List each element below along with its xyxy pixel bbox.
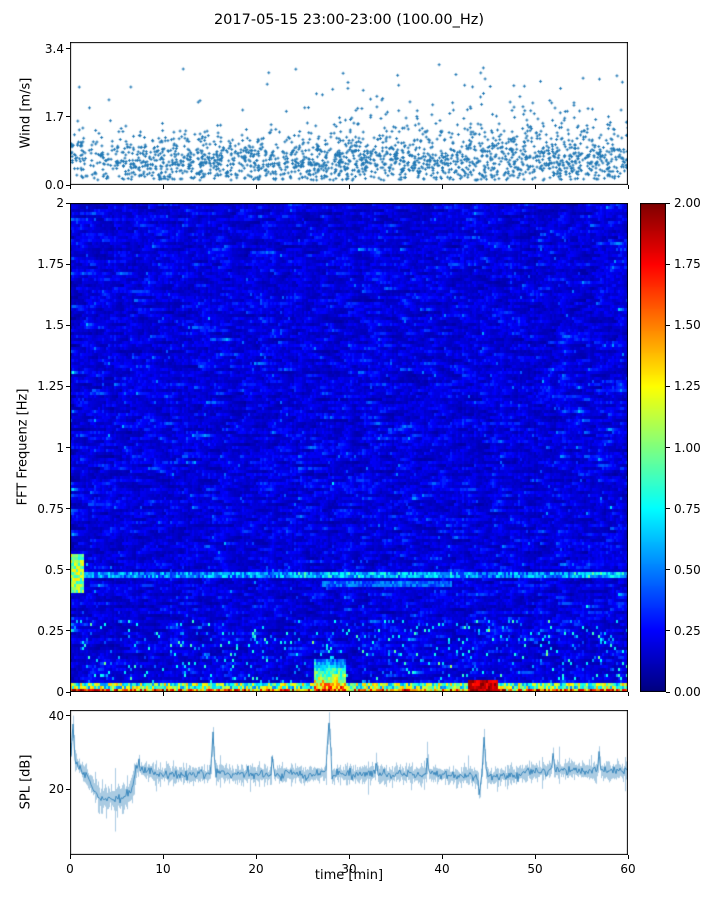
y-tick-mark [66,116,70,118]
colorbar-canvas [640,203,666,692]
x-tick-mark [348,692,350,696]
colorbar-tick-mark [666,630,670,632]
x-tick-mark [162,855,164,859]
colorbar-tick-mark [666,202,670,204]
y-tick-mark [66,324,70,326]
colorbar-tick-mark [666,263,670,265]
x-tick-mark [162,692,164,696]
y-tick-label: 0.75 [37,501,64,516]
x-tick-mark [534,692,536,696]
y-tick-mark [66,715,70,717]
colorbar-tick-mark [666,691,670,693]
x-tick-label: 0 [66,862,74,876]
y-tick-label: 0 [56,685,64,699]
x-tick-mark [627,692,629,696]
x-tick-mark [69,855,71,859]
y-tick-label: 40 [48,708,64,723]
x-tick-mark [441,185,443,189]
y-tick-mark [66,569,70,571]
colorbar-tick-label: 1.25 [674,379,701,394]
x-tick-mark [534,855,536,859]
y-tick-mark [66,184,70,186]
colorbar-tick-mark [666,508,670,510]
y-tick-label: 1 [56,440,64,455]
y-tick-label: 0.0 [44,178,64,192]
colorbar-tick-label: 1.00 [674,440,701,455]
x-tick-label: 20 [248,862,264,876]
x-tick-label: 60 [620,862,636,876]
wind-scatter-canvas [70,42,628,185]
x-tick-mark [348,855,350,859]
x-tick-label: 10 [155,862,171,876]
y-tick-label: 1.75 [37,257,64,272]
spectrogram-canvas [70,203,628,692]
y-tick-label: 20 [48,782,64,797]
colorbar-tick-mark [666,324,670,326]
colorbar-tick-label: 0.75 [674,501,701,516]
spl-line-canvas [70,710,628,855]
colorbar-tick-label: 0.50 [674,562,701,577]
colorbar-tick-label: 2.00 [674,196,701,210]
y-tick-mark [66,202,70,204]
colorbar-tick-label: 0.00 [674,685,701,699]
colorbar-tick-mark [666,447,670,448]
x-tick-mark [69,185,71,189]
x-tick-mark [69,692,71,696]
figure-title: 2017-05-15 23:00-23:00 (100.00_Hz) [213,12,485,28]
colorbar-tick-label: 1.50 [674,318,701,333]
x-tick-mark [441,692,443,696]
x-tick-mark [162,185,164,189]
colorbar-tick-mark [666,569,670,571]
y-tick-mark [66,788,70,790]
x-tick-mark [441,855,443,859]
y-tick-label: 1.5 [44,318,64,333]
x-tick-label: 50 [527,862,543,876]
x-tick-label: 30 [341,862,357,876]
x-tick-mark [348,185,350,189]
y-tick-mark [66,691,70,693]
y-tick-label: 0.5 [44,562,64,577]
time-xlabel: time [min] [314,868,384,883]
y-tick-label: 0.25 [37,623,64,638]
x-tick-mark [627,855,629,859]
y-tick-label: 1.7 [44,109,64,124]
y-tick-label: 3.4 [44,41,64,56]
colorbar-tick-mark [666,385,670,387]
x-tick-label: 40 [434,862,450,876]
y-tick-mark [66,48,70,50]
y-tick-label: 1.25 [37,379,64,394]
y-tick-mark [66,263,70,265]
y-tick-mark [66,385,70,387]
x-tick-mark [255,185,257,189]
x-tick-mark [534,185,536,189]
y-tick-label: 2 [56,196,64,210]
y-tick-mark [66,508,70,510]
colorbar-tick-label: 1.75 [674,257,701,272]
x-tick-mark [255,692,257,696]
x-tick-mark [627,185,629,189]
colorbar-tick-label: 0.25 [674,623,701,638]
x-tick-mark [255,855,257,859]
y-tick-mark [66,630,70,632]
y-tick-mark [66,447,70,448]
